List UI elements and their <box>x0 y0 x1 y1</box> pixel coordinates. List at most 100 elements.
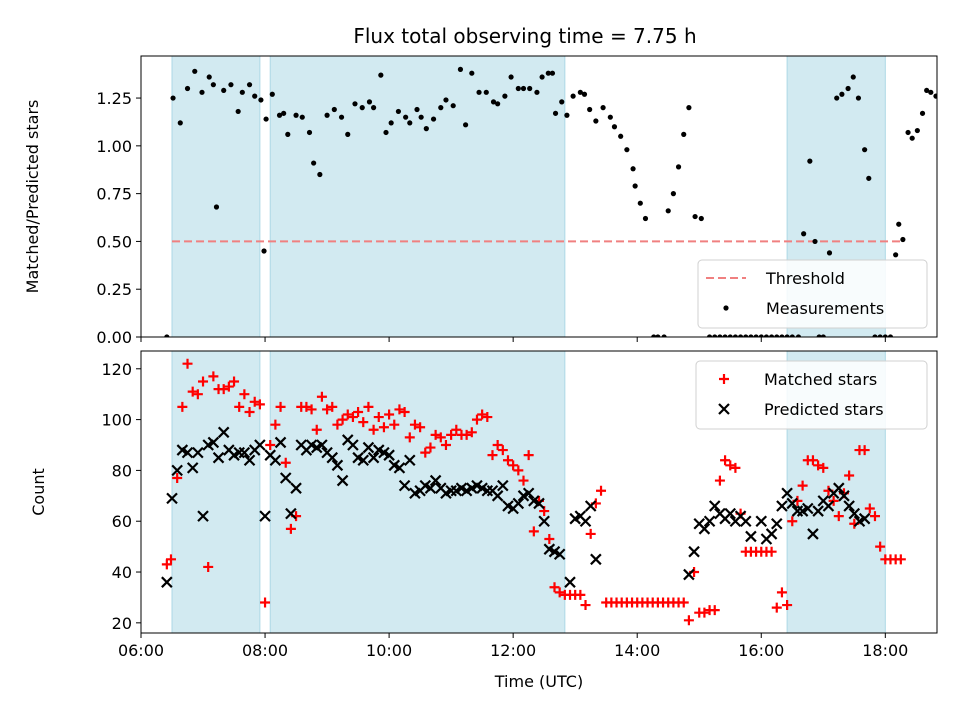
y-axis-label: Matched/Predicted stars <box>23 100 42 294</box>
predicted-star-point <box>243 454 256 467</box>
predicted-star-point <box>285 507 297 520</box>
matched-star-point <box>440 440 451 450</box>
matched-star-point <box>714 475 725 486</box>
matched-star-point <box>384 409 395 420</box>
measurement-point <box>490 99 497 105</box>
matched-star-point <box>709 605 720 616</box>
measurement-point <box>457 66 464 72</box>
measurement-point <box>834 95 840 101</box>
measurement-point <box>607 114 613 120</box>
measurement-point <box>816 334 822 337</box>
predicted-star-point <box>254 439 266 451</box>
measurement-point <box>795 334 802 337</box>
predicted-star-point <box>274 436 287 449</box>
matched-star-point <box>270 419 281 430</box>
measurement-point <box>758 334 764 337</box>
measurement-point <box>559 99 565 105</box>
measurement-point <box>855 95 862 101</box>
matched-star-point <box>895 554 906 565</box>
matched-star-point <box>813 460 824 471</box>
predicted-star-point <box>579 515 592 527</box>
matched-star-point <box>223 381 234 392</box>
matched-star-point <box>508 460 519 471</box>
measurement-point <box>293 112 299 118</box>
measurement-point <box>366 99 373 105</box>
measurement-point <box>549 70 556 76</box>
matched-star-point <box>394 404 405 415</box>
predicted-star-point <box>362 441 375 454</box>
legend-label: Matched stars <box>764 370 877 389</box>
measurement-point <box>850 74 856 80</box>
matched-star-point <box>859 445 870 456</box>
measurement-point <box>845 85 851 92</box>
measurement-point <box>534 89 540 95</box>
measurement-point <box>779 334 785 337</box>
measurement-point <box>515 85 521 92</box>
legend: Threshold Measurements <box>697 259 928 329</box>
matched-star-point <box>182 358 193 369</box>
matched-star-point <box>218 384 229 395</box>
y-axis-label: Count <box>29 468 48 516</box>
predicted-star-point <box>755 515 768 527</box>
matched-star-point <box>554 587 565 598</box>
matched-star-point <box>244 406 255 417</box>
matched-star-point <box>869 511 880 522</box>
matched-star-point <box>161 559 172 570</box>
measurement-point <box>651 334 657 337</box>
predicted-star-point <box>181 446 194 459</box>
measurement-point <box>675 164 682 170</box>
predicted-star-point <box>812 505 824 517</box>
y-tick-label: 100 <box>101 411 132 430</box>
matched-star-point <box>285 523 296 534</box>
matched-star-point <box>487 450 498 461</box>
matched-star-point <box>368 424 379 435</box>
measurement-point <box>763 334 770 337</box>
y-tick-label: 0.00 <box>96 328 132 347</box>
measurement-point <box>263 116 269 122</box>
legend-box <box>697 259 928 329</box>
measurement-point <box>826 250 833 256</box>
predicted-star-point <box>269 454 282 467</box>
y-tick-label: 80 <box>112 461 132 480</box>
matched-star-point <box>797 480 808 491</box>
matched-star-point <box>575 589 586 600</box>
measurement-point <box>768 334 775 337</box>
measurement-point <box>177 120 183 126</box>
measurement-point <box>403 114 409 120</box>
measurement-point <box>896 221 902 227</box>
matched-star-point <box>585 528 596 539</box>
matched-star-point <box>265 440 276 450</box>
matched-star-point <box>260 597 271 608</box>
measurement-point <box>893 252 899 258</box>
measurement-point <box>261 248 267 254</box>
predicted-star-point <box>398 479 411 492</box>
predicted-star-point <box>491 490 504 502</box>
predicted-star-point <box>497 479 509 492</box>
measurement-point <box>630 166 636 172</box>
measurement-point <box>681 131 687 137</box>
predicted-star-point <box>564 576 576 588</box>
matched-star-point <box>461 429 472 440</box>
predicted-star-point <box>217 426 230 439</box>
measurement-point <box>748 334 754 337</box>
measurement-point <box>438 105 444 111</box>
matched-star-point <box>239 389 250 400</box>
x-tick-label: 08:00 <box>242 641 288 660</box>
top-panel-ratio: 0.00 0.25 0.50 0.75 1.00 1.25 Matched/Predicte… <box>23 55 938 347</box>
measurement-point <box>698 215 704 222</box>
measurement-point <box>213 204 220 210</box>
measurement-point <box>311 160 317 166</box>
measurement-point <box>600 105 606 111</box>
measurement-point <box>624 147 630 153</box>
matched-star-point <box>477 409 488 420</box>
matched-star-point <box>828 495 839 506</box>
predicted-star-point <box>698 523 711 535</box>
bottom-panel-counts: 20 40 60 80 100 120 06:00 08:00 10:00 12:00 14:00 1… <box>29 350 938 691</box>
measurement-point <box>463 122 469 128</box>
measurement-point <box>306 129 313 136</box>
measurement-point <box>862 147 868 153</box>
matched-star-point <box>523 450 534 461</box>
predicted-star-point <box>161 576 173 588</box>
matched-star-point <box>528 526 539 537</box>
